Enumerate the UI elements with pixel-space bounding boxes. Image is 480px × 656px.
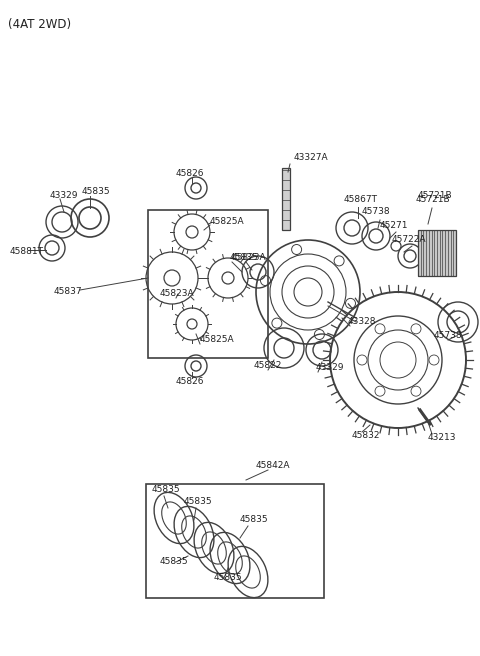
- Text: 45825A: 45825A: [200, 335, 235, 344]
- Text: 45842A: 45842A: [256, 462, 290, 470]
- Text: 45835: 45835: [240, 516, 269, 525]
- Text: 45867T: 45867T: [344, 195, 378, 205]
- Text: 45271: 45271: [380, 222, 408, 230]
- Text: 43327A: 43327A: [294, 154, 329, 163]
- Text: 45832: 45832: [352, 432, 381, 440]
- Text: 45738: 45738: [434, 331, 463, 340]
- Text: 43329: 43329: [50, 190, 79, 199]
- Bar: [282, 168, 290, 230]
- Text: 45721B: 45721B: [418, 192, 453, 201]
- Bar: [148, 210, 268, 358]
- Text: 45822: 45822: [254, 361, 282, 371]
- Text: 45823A: 45823A: [160, 289, 194, 298]
- Text: 45835: 45835: [230, 253, 259, 262]
- Text: 45826: 45826: [176, 169, 204, 178]
- Text: 45721B: 45721B: [416, 195, 451, 205]
- Text: 45823A: 45823A: [232, 253, 266, 262]
- Text: 45738: 45738: [362, 207, 391, 216]
- Text: 45722A: 45722A: [392, 236, 427, 245]
- Bar: [146, 484, 324, 598]
- Text: 45881T: 45881T: [10, 247, 44, 256]
- Text: 43329: 43329: [316, 363, 345, 373]
- Text: (4AT 2WD): (4AT 2WD): [8, 18, 71, 31]
- Text: 43328: 43328: [348, 318, 376, 327]
- Text: 45826: 45826: [176, 377, 204, 386]
- Text: 45835: 45835: [184, 497, 213, 506]
- Bar: [418, 230, 456, 276]
- Text: 45835: 45835: [214, 573, 242, 583]
- Text: 45835: 45835: [160, 558, 189, 567]
- Text: 45835: 45835: [152, 485, 180, 495]
- Text: 45825A: 45825A: [210, 218, 245, 226]
- Text: 45837: 45837: [54, 287, 83, 297]
- Text: 45835: 45835: [82, 188, 110, 197]
- Text: 43213: 43213: [428, 434, 456, 443]
